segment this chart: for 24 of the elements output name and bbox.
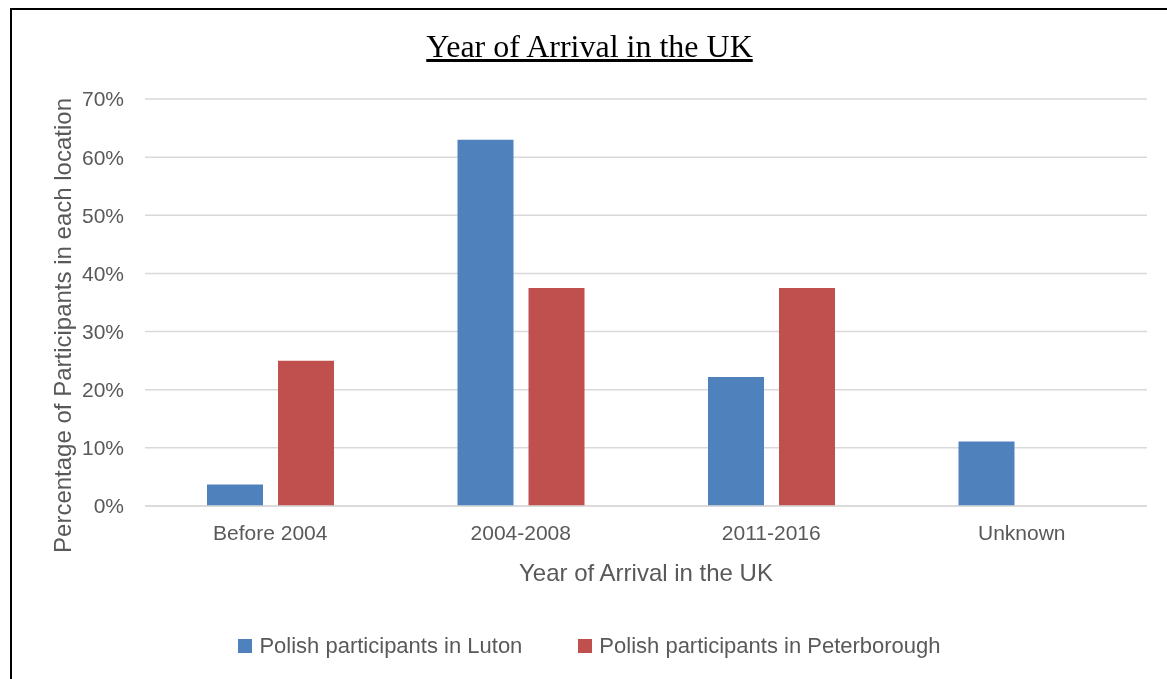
bar [528, 287, 585, 506]
y-tick-label: 30% [81, 320, 124, 344]
legend-label: Polish participants in Luton [259, 633, 523, 659]
bar [457, 139, 514, 506]
bar [207, 484, 263, 506]
y-tick-label: 70% [81, 87, 124, 111]
y-tick-label: 10% [81, 436, 124, 460]
x-tick-label: Unknown [977, 520, 1066, 544]
y-tick-label: 0% [93, 494, 124, 518]
chart-title: Year of Arrival in the UK [426, 28, 753, 65]
y-axis-title: Percentage of Participants in each location [48, 98, 76, 553]
legend-label: Polish participants in Peterborough [599, 633, 941, 659]
y-tick-label: 40% [81, 261, 124, 285]
y-tick-label: 20% [81, 378, 124, 402]
bar [958, 441, 1015, 506]
x-tick-label: 2011-2016 [721, 520, 821, 544]
x-tick-label: Before 2004 [213, 520, 328, 544]
x-axis-title: Year of Arrival in the UK [519, 558, 773, 586]
bar [779, 287, 835, 506]
y-tick-label: 50% [81, 203, 124, 227]
bar [278, 360, 334, 506]
x-tick-label: 2004-2008 [470, 520, 571, 544]
bar [708, 376, 764, 506]
y-tick-label: 60% [81, 145, 124, 169]
